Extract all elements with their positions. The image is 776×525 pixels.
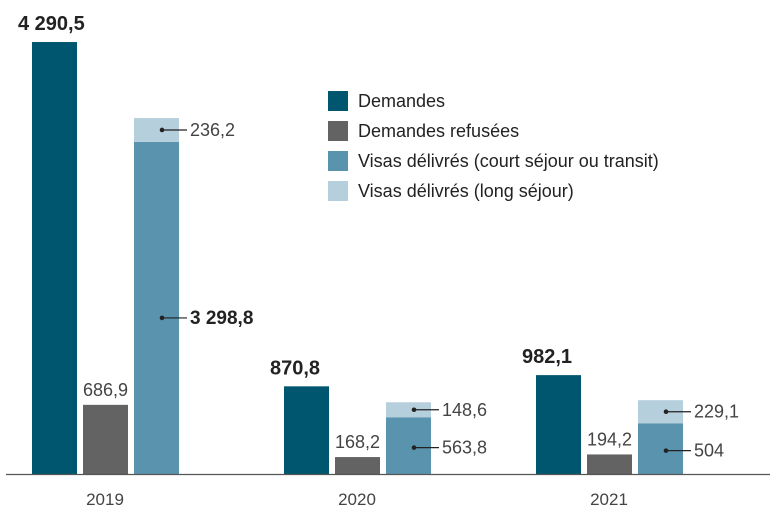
bar-demandes-2019 [32, 42, 77, 474]
label-demandes-2021: 982,1 [522, 346, 572, 368]
legend: Demandes Demandes refusées Visas délivré… [328, 86, 659, 206]
bar-visas-court-2020 [386, 417, 431, 474]
legend-label-visas-long-sejour: Visas délivrés (long séjour) [358, 180, 574, 201]
legend-item-visas-long-sejour: Visas délivrés (long séjour) [328, 176, 659, 206]
label-visas-court-2020: 563,8 [442, 438, 487, 458]
label-demandes-2020: 870,8 [270, 357, 320, 379]
callout-visas-court-2019-dot [159, 315, 165, 321]
label-visas-long-2021: 229,1 [694, 402, 739, 422]
legend-swatch-demandes [328, 91, 348, 111]
callout-visas-long-2019-dot [159, 127, 165, 133]
bar-visas-long-2021 [638, 400, 683, 424]
legend-swatch-visas-court-sejour [328, 151, 348, 171]
legend-swatch-visas-long-sejour [328, 181, 348, 201]
label-visas-long-2019: 236,2 [190, 120, 235, 140]
callout-visas-court-2020-dot [411, 445, 417, 450]
label-demandes-2019: 4 290,5 [18, 13, 85, 35]
bar-visas-court-2021 [638, 423, 683, 474]
bar-refusees-2021 [587, 454, 632, 474]
legend-item-visas-court-sejour: Visas délivrés (court séjour ou transit) [328, 146, 659, 176]
bar-visas-long-2020 [386, 402, 431, 418]
label-visas-court-2021: 504 [694, 441, 724, 461]
legend-label-visas-court-sejour: Visas délivrés (court séjour ou transit) [358, 150, 659, 171]
bar-refusees-2020 [335, 457, 380, 474]
legend-item-demandes: Demandes [328, 86, 659, 116]
legend-swatch-demandes-refusees [328, 121, 348, 141]
x-tick-2021: 2021 [590, 490, 628, 509]
legend-label-demandes: Demandes [358, 90, 446, 111]
bar-demandes-2020 [284, 386, 329, 474]
callout-visas-long-2021-dot [663, 409, 669, 415]
label-visas-court-2019: 3 298,8 [190, 308, 253, 329]
bar-visas-long-2019 [134, 118, 179, 142]
label-visas-long-2020: 148,6 [442, 400, 487, 420]
callout-visas-court-2021-dot [663, 448, 669, 453]
callout-visas-long-2020-dot [411, 407, 417, 413]
x-tick-2020: 2020 [338, 490, 376, 509]
bar-refusees-2019 [83, 404, 128, 474]
bar-demandes-2021 [536, 375, 581, 474]
label-refusees-2020: 168,2 [335, 432, 380, 452]
x-tick-2019: 2019 [86, 490, 124, 509]
legend-label-demandes-refusees: Demandes refusées [358, 120, 520, 141]
label-refusees-2019: 686,9 [83, 380, 128, 400]
label-refusees-2021: 194,2 [587, 429, 632, 449]
bar-visas-court-2019 [134, 141, 179, 474]
legend-item-demandes-refusees: Demandes refusées [328, 116, 659, 146]
